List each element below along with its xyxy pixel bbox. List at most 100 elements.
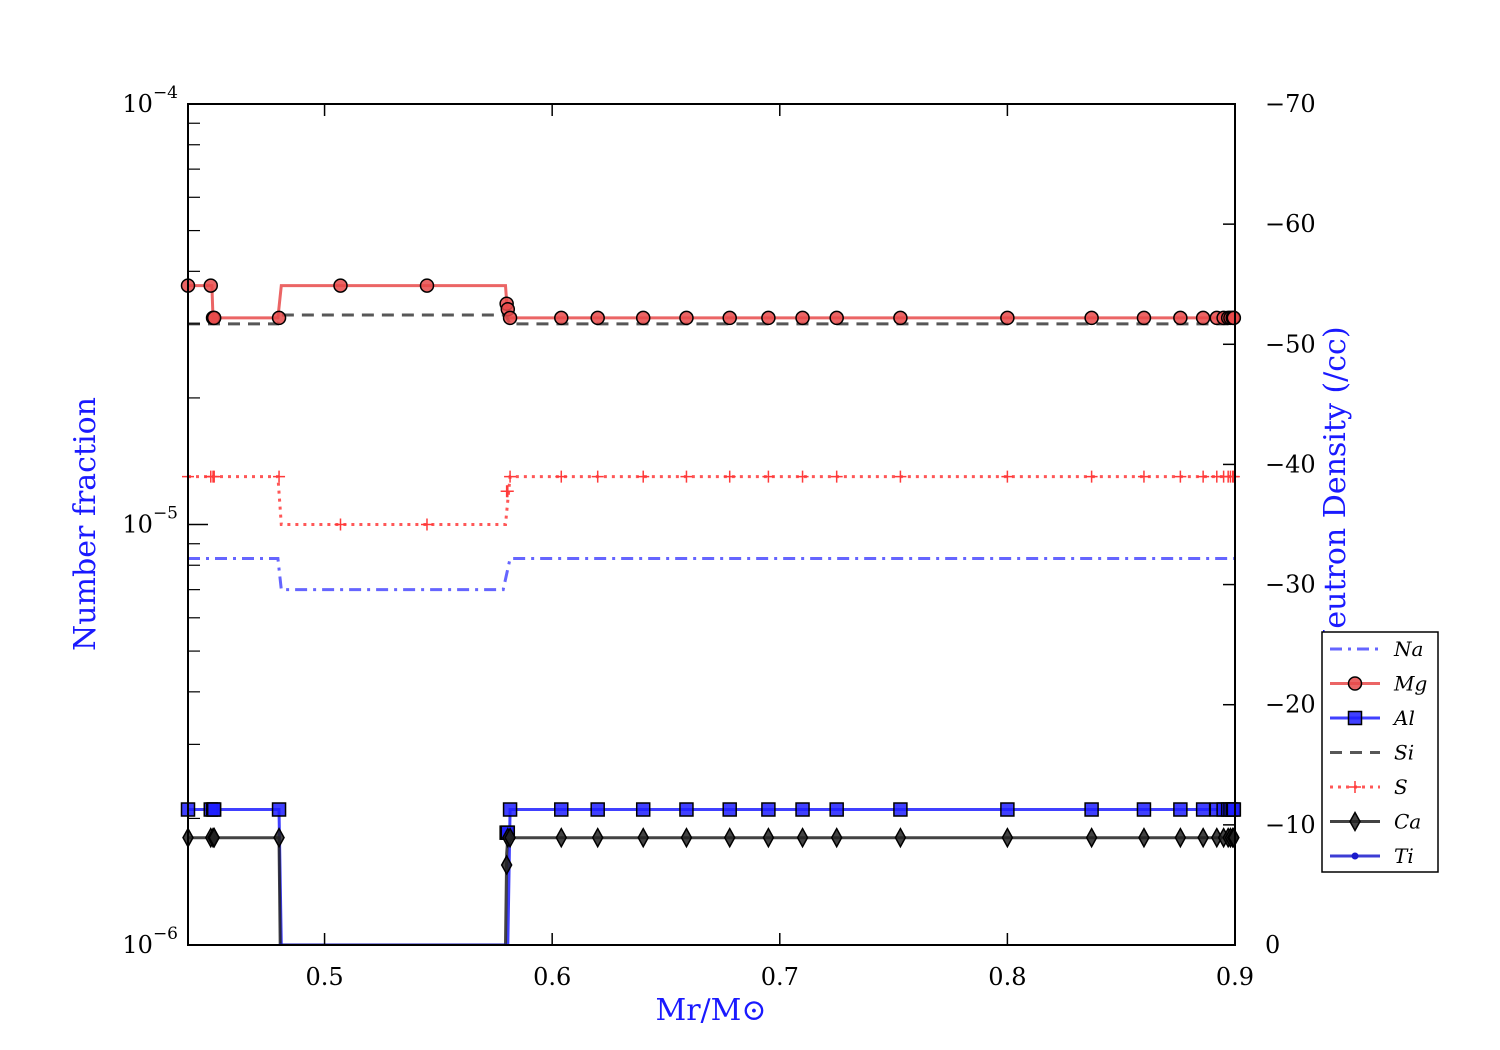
legend-label-ca: Ca	[1394, 810, 1421, 834]
y-tick-label-1: 10−5	[122, 504, 178, 539]
legend-label-s: S	[1394, 775, 1408, 799]
series-point-mg	[590, 310, 605, 326]
x-axis: 0.5 0.6 0.7 0.8 0.9	[305, 104, 1254, 991]
y-tick-label-0: 10−6	[122, 924, 178, 959]
series-point-mg	[1195, 310, 1211, 326]
series-point-mg	[795, 310, 810, 326]
series-point-ca	[762, 827, 775, 849]
series-point-ca	[1197, 827, 1209, 849]
series-point-al	[554, 802, 569, 817]
series-point-ca	[723, 827, 736, 849]
series-point-mg	[829, 310, 844, 326]
x-tick-label-2: 0.7	[761, 963, 799, 991]
series-point-mg	[635, 310, 651, 326]
series-point-ca	[637, 827, 650, 849]
series-point-s	[762, 470, 775, 483]
x-axis-title: Mr/M⊙	[655, 993, 766, 1028]
series-point-s	[894, 470, 907, 483]
series-point-ca	[1228, 827, 1240, 849]
series-point-mg	[502, 310, 518, 326]
series-point-al	[1084, 802, 1099, 817]
series-point-ca	[555, 827, 568, 849]
series-point-s	[1174, 470, 1187, 483]
series-point-s	[830, 470, 843, 483]
series-point-s	[1227, 470, 1240, 483]
legend-marker-ca	[1349, 810, 1361, 833]
y2-tick-label-7: −70	[1265, 90, 1316, 118]
series-point-s	[591, 470, 604, 483]
series-point-s	[637, 470, 650, 483]
y-axis: 10−6 10−5 10−4	[122, 83, 208, 959]
series-point-ca	[504, 827, 516, 849]
series-point-ca	[1001, 827, 1014, 849]
series-line-al	[188, 808, 1235, 945]
series-point-al	[635, 802, 651, 817]
legend-label-na: Na	[1393, 637, 1423, 661]
series-point-mg	[893, 310, 908, 326]
series-point-mg	[1084, 310, 1099, 326]
y2-axis: 0 −10 −20 −30 −40 −50 −60 −70	[1223, 90, 1316, 959]
series-point-ca	[830, 827, 843, 849]
series-point-ca	[273, 827, 285, 849]
y2-tick-label-6: −60	[1265, 210, 1316, 238]
series-point-ca	[796, 827, 809, 849]
series-point-s	[723, 470, 736, 483]
series-point-ca	[1138, 827, 1150, 849]
series-point-al	[502, 802, 518, 817]
y2-tick-label-4: −40	[1265, 450, 1316, 478]
series-point-mg	[761, 310, 776, 326]
series-point-mg	[206, 310, 222, 326]
series-point-al	[679, 802, 694, 817]
x-tick-label-1: 0.6	[533, 963, 571, 991]
y2-tick-label-3: −30	[1265, 571, 1316, 599]
series-point-s	[273, 470, 286, 483]
legend-label-ti: Ti	[1394, 844, 1414, 868]
y-tick-label-2: 10−4	[122, 83, 178, 118]
series-line-s	[188, 475, 1235, 526]
series-point-mg	[333, 278, 348, 293]
series-point-al	[893, 802, 908, 817]
series-point-s	[334, 518, 347, 531]
series-line-si	[188, 313, 1235, 326]
y2-tick-label-5: −50	[1265, 330, 1316, 358]
series-point-mg	[1173, 310, 1188, 326]
y-axis-title: Number fraction	[68, 397, 103, 651]
series-point-mg	[722, 310, 737, 326]
series-point-s	[1085, 470, 1098, 483]
series-line-na	[188, 557, 1235, 592]
legend-marker-al	[1347, 710, 1363, 726]
series-point-al	[829, 802, 844, 817]
series-point-s	[1137, 470, 1150, 483]
series-point-mg	[1136, 310, 1152, 326]
series-point-s	[1001, 470, 1014, 483]
series-point-al	[1173, 802, 1188, 817]
series-point-ca	[500, 854, 513, 876]
series-point-mg	[271, 310, 287, 326]
series-point-s	[501, 485, 514, 498]
legend-marker-s	[1349, 781, 1361, 793]
x-tick-label-4: 0.9	[1216, 963, 1254, 991]
y2-tick-label-0: 0	[1265, 931, 1280, 959]
x-tick-label-3: 0.8	[988, 963, 1026, 991]
series-point-al	[1226, 802, 1242, 817]
series-point-al	[1195, 802, 1211, 817]
series-point-al	[722, 802, 737, 817]
legend-label-al: Al	[1392, 706, 1415, 730]
series-point-s	[680, 470, 693, 483]
x-tick-label-0: 0.5	[305, 963, 343, 991]
series-point-ca	[1085, 827, 1098, 849]
series-point-mg	[679, 310, 694, 326]
series-point-mg	[1226, 310, 1242, 326]
series-point-al	[271, 802, 287, 817]
series-point-ca	[208, 827, 221, 849]
series-point-ca	[591, 827, 604, 849]
marker-layer	[180, 278, 1242, 876]
y2-tick-label-2: −20	[1265, 691, 1316, 719]
series-point-mg	[554, 310, 569, 326]
y2-tick-label-1: −10	[1265, 811, 1316, 839]
series-point-s	[555, 470, 568, 483]
legend-label-mg: Mg	[1393, 672, 1427, 696]
series-point-ca	[1174, 827, 1187, 849]
series-point-al	[1000, 802, 1015, 817]
